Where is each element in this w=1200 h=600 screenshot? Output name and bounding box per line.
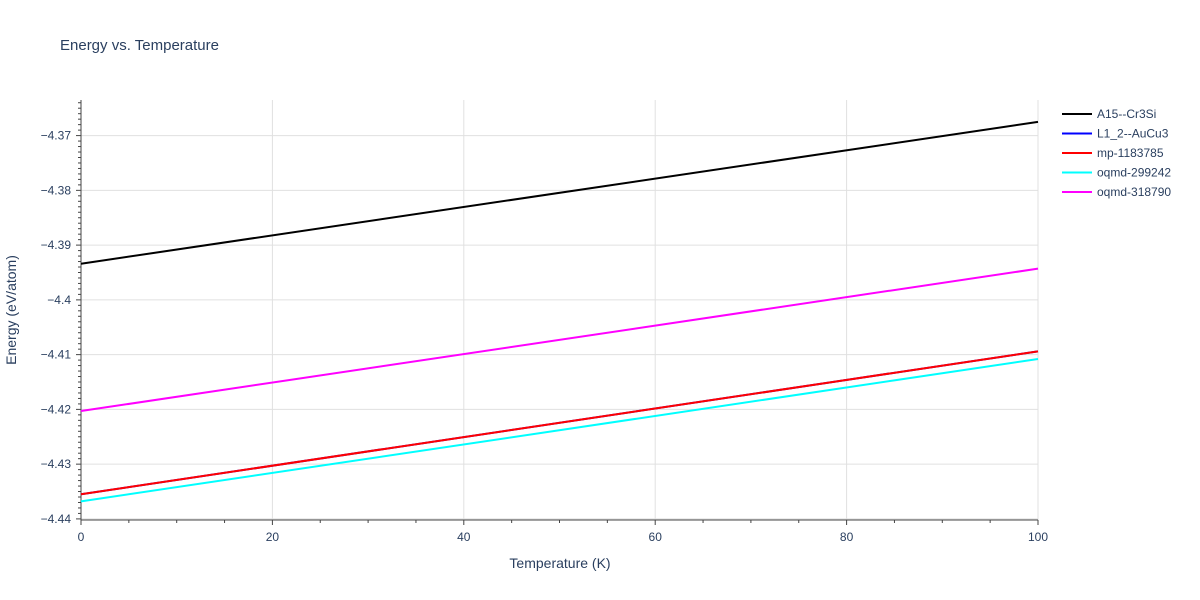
legend-item[interactable]: L1_2--AuCu3 bbox=[1062, 127, 1169, 141]
series-lines bbox=[80, 120, 1039, 503]
legend-item[interactable]: mp-1183785 bbox=[1062, 146, 1164, 160]
legend-item[interactable]: A15--Cr3Si bbox=[1062, 107, 1156, 121]
x-axis-ticks: 0 20 40 60 80 100 bbox=[78, 530, 1049, 544]
y-tick-label: −4.38 bbox=[41, 183, 72, 197]
legend-label: A15--Cr3Si bbox=[1097, 107, 1156, 121]
series-line bbox=[80, 350, 1039, 496]
x-tick-label: 0 bbox=[78, 530, 85, 544]
y-axis-ticks: −4.44 −4.43 −4.42 −4.41 −4.4 −4.39 −4.38 −4.37 bbox=[41, 129, 72, 526]
y-tick-label: −4.39 bbox=[41, 238, 72, 252]
x-tick-label: 80 bbox=[840, 530, 854, 544]
legend-item[interactable]: oqmd-299242 bbox=[1062, 166, 1171, 180]
series-line bbox=[80, 120, 1039, 265]
legend-label: mp-1183785 bbox=[1097, 146, 1164, 160]
x-tick-label: 20 bbox=[266, 530, 280, 544]
x-tick-label: 60 bbox=[649, 530, 663, 544]
legend-item[interactable]: oqmd-318790 bbox=[1062, 185, 1171, 199]
axes bbox=[76, 100, 1039, 525]
legend-label: oqmd-299242 bbox=[1097, 166, 1171, 180]
legend-label: L1_2--AuCu3 bbox=[1097, 127, 1169, 141]
x-tick-label: 40 bbox=[457, 530, 471, 544]
y-axis-title: Energy (eV/atom) bbox=[3, 255, 19, 365]
grid bbox=[81, 100, 1039, 520]
legend: A15--Cr3Si L1_2--AuCu3 mp-1183785 oqmd-2992… bbox=[1062, 107, 1171, 199]
chart-title: Energy vs. Temperature bbox=[60, 37, 219, 54]
y-tick-label: −4.4 bbox=[47, 293, 71, 307]
y-tick-label: −4.37 bbox=[41, 129, 72, 143]
x-axis-title: Temperature (K) bbox=[509, 555, 610, 571]
series-line bbox=[80, 267, 1039, 413]
legend-label: oqmd-318790 bbox=[1097, 185, 1171, 199]
y-tick-label: −4.42 bbox=[41, 402, 72, 416]
series-line bbox=[80, 358, 1039, 503]
y-tick-label: −4.41 bbox=[41, 348, 72, 362]
y-tick-label: −4.44 bbox=[41, 512, 72, 526]
y-tick-label: −4.43 bbox=[41, 457, 72, 471]
x-tick-label: 100 bbox=[1028, 530, 1048, 544]
